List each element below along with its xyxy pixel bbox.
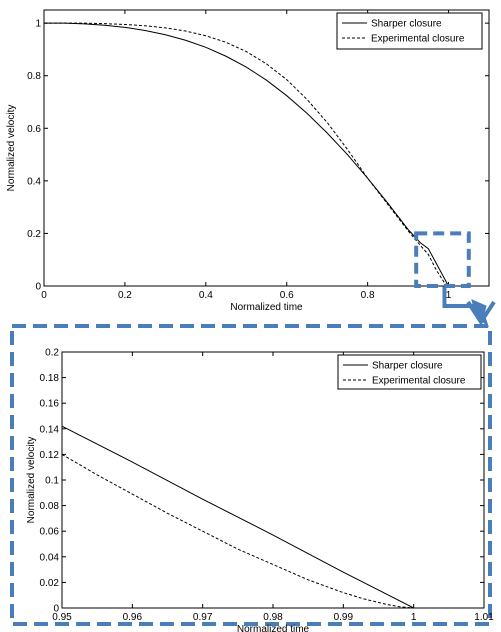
x-axis-label: Normalized time (237, 624, 310, 632)
y-tick-label: 0.2 (45, 348, 59, 359)
legend-label: Sharper closure (372, 361, 443, 372)
main-chart: 0 0.2 0.4 0.6 0.8 1 0 0.2 0.4 0.6 0.8 1 Normalized t… (6, 9, 490, 313)
y-tick-label: 0.8 (27, 71, 41, 82)
y-tick-label: 0.12 (40, 450, 60, 461)
series-line-experimental-closure (62, 453, 414, 608)
y-tick-label: 0.02 (40, 578, 60, 589)
x-tick-label: 0.95 (52, 612, 72, 623)
x-tick-label: 0.97 (193, 612, 213, 623)
x-tick-label: 0.4 (199, 290, 213, 301)
y-tick-label: 0.1 (45, 476, 59, 487)
y-tick-label: 0.04 (40, 552, 60, 563)
zoom-region-box (414, 231, 471, 289)
x-tick-label: 0.8 (361, 290, 375, 301)
x-tick-label: 0.6 (280, 290, 294, 301)
x-tick-label: 1.01 (474, 612, 494, 623)
y-tick-label: 0.08 (40, 501, 60, 512)
x-tick-label: 1 (446, 290, 452, 301)
y-tick-label: 0 (35, 282, 41, 293)
y-tick-label: 0.14 (40, 424, 60, 435)
x-tick-label: 0.98 (263, 612, 283, 623)
y-axis-label: Normalized velocity (6, 105, 17, 192)
series-line-sharper-closure (44, 22, 449, 286)
y-tick-label: 0.6 (27, 124, 41, 135)
legend-label: Sharper closure (371, 19, 442, 30)
y-tick-label: 0 (53, 604, 59, 615)
y-tick-label: 1 (35, 19, 41, 30)
series-line-experimental-closure (44, 22, 449, 286)
y-tick-label: 0.06 (40, 527, 60, 538)
x-tick-label: 0 (41, 290, 47, 301)
x-tick-label: 0.2 (118, 290, 132, 301)
legend-box (337, 354, 482, 390)
y-axis-label: Normalized velocity (26, 437, 37, 524)
zoomed-chart: 0.95 0.96 0.97 0.98 0.99 1 1.01 0 0.02 0.04 0.06 0.… (26, 348, 494, 632)
y-tick-label: 0.18 (40, 373, 60, 384)
legend-box (336, 12, 483, 50)
y-tick-label: 0.2 (27, 229, 41, 240)
plot-frame (43, 9, 490, 287)
zoom-callout (10, 286, 496, 626)
legend-label: Experimental closure (372, 376, 466, 387)
series-line-sharper-closure (62, 425, 414, 608)
x-tick-label: 1 (411, 612, 417, 623)
zoom-frame (10, 324, 492, 626)
zoom-arrow-chevron (466, 300, 496, 326)
zoom-arrow-line (442, 286, 478, 308)
x-tick-label: 0.99 (334, 612, 354, 623)
legend-label: Experimental closure (371, 34, 465, 45)
x-axis-label: Normalized time (230, 302, 303, 313)
y-tick-label: 0.4 (27, 176, 41, 187)
x-tick-label: 0.96 (123, 612, 143, 623)
plot-frame (61, 351, 485, 609)
y-tick-label: 0.16 (40, 399, 60, 410)
